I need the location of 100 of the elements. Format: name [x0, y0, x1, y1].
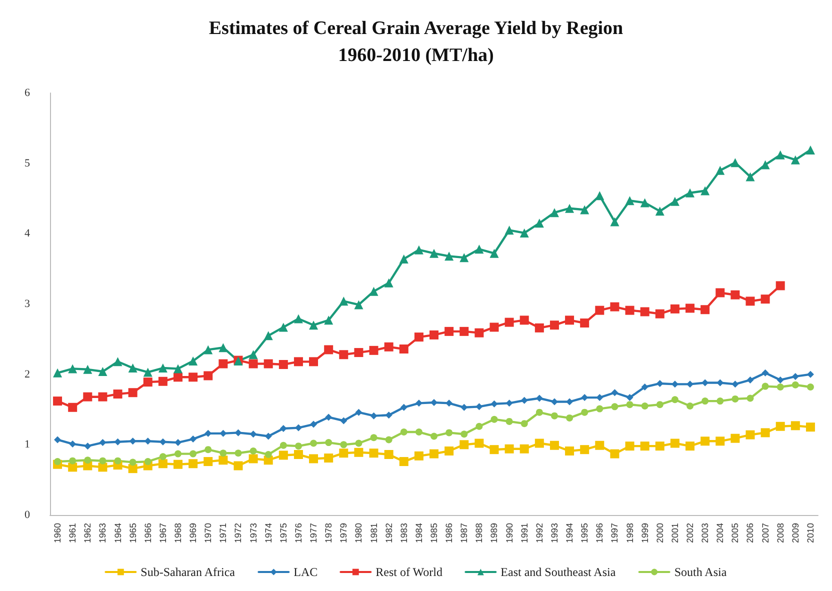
point — [641, 402, 648, 410]
point — [158, 364, 168, 373]
point — [310, 420, 318, 428]
point — [234, 461, 243, 470]
point — [384, 278, 394, 288]
point — [128, 388, 138, 398]
point — [490, 416, 498, 423]
point — [504, 444, 514, 454]
point — [460, 326, 469, 336]
point — [234, 429, 242, 436]
point — [204, 457, 213, 466]
point — [128, 364, 138, 373]
x-tick-label: 1990 — [504, 523, 514, 544]
point — [69, 457, 76, 464]
point — [446, 429, 453, 436]
point — [460, 253, 469, 262]
point — [113, 357, 122, 366]
point — [686, 442, 694, 451]
point — [53, 396, 62, 406]
point — [732, 380, 739, 388]
point — [385, 436, 392, 444]
point — [671, 396, 678, 404]
point — [385, 412, 392, 419]
x-tick-label: 1972 — [233, 523, 244, 544]
point — [278, 450, 288, 460]
point — [294, 357, 303, 366]
point — [580, 318, 590, 328]
point — [474, 328, 484, 338]
point — [174, 372, 182, 382]
point — [278, 322, 288, 332]
point — [580, 445, 590, 454]
point — [158, 376, 168, 386]
point — [158, 459, 168, 468]
point — [746, 296, 755, 306]
x-tick-label: 1978 — [324, 523, 334, 544]
point — [730, 290, 740, 300]
point — [716, 166, 725, 175]
point — [460, 430, 468, 438]
point — [581, 408, 588, 416]
point — [99, 457, 106, 464]
point — [188, 372, 198, 382]
point — [670, 304, 680, 314]
x-tick-label: 1979 — [338, 523, 349, 544]
point — [83, 392, 92, 402]
x-tick-label: 1962 — [82, 523, 93, 544]
point — [294, 314, 303, 324]
point — [760, 294, 770, 304]
point — [656, 380, 664, 387]
point — [596, 405, 604, 412]
y-tick-label: 5 — [24, 157, 30, 170]
point — [144, 458, 152, 466]
point — [670, 196, 680, 206]
x-tick-label: 2008 — [775, 523, 786, 544]
point — [113, 390, 122, 399]
point — [595, 440, 604, 450]
point — [702, 379, 709, 386]
point — [490, 322, 499, 332]
point — [611, 389, 618, 396]
x-tick-label: 1973 — [248, 523, 258, 544]
legend-label: Sub-Saharan Africa — [140, 565, 236, 579]
x-tick-label: 1965 — [128, 523, 138, 544]
point — [190, 450, 197, 458]
point — [625, 196, 634, 206]
point — [506, 400, 513, 407]
point — [626, 401, 634, 408]
point — [264, 331, 273, 340]
x-tick-label: 1976 — [293, 523, 304, 544]
point — [294, 424, 302, 432]
point — [655, 442, 664, 451]
point — [159, 453, 166, 460]
point — [610, 217, 620, 226]
point — [792, 372, 799, 380]
point — [218, 359, 228, 368]
point — [83, 364, 92, 374]
x-tick-label: 1974 — [263, 523, 274, 544]
x-tick-label: 2010 — [805, 523, 816, 544]
point — [686, 380, 694, 388]
point — [218, 456, 228, 465]
point — [415, 400, 422, 407]
point — [143, 368, 152, 377]
x-tick-label: 1994 — [564, 523, 575, 544]
point — [626, 394, 634, 402]
point — [68, 402, 78, 412]
point — [536, 394, 543, 402]
point — [369, 286, 378, 296]
point — [248, 350, 258, 360]
point — [414, 245, 424, 254]
point — [460, 404, 468, 411]
point — [355, 440, 362, 447]
point — [776, 150, 785, 160]
x-tick-label: 2001 — [670, 523, 680, 544]
point — [550, 440, 559, 450]
point — [309, 357, 318, 366]
point — [566, 398, 574, 406]
point — [565, 446, 574, 456]
point — [174, 364, 182, 374]
point — [264, 432, 272, 440]
point — [53, 368, 62, 378]
point — [760, 428, 770, 438]
point — [730, 434, 740, 443]
